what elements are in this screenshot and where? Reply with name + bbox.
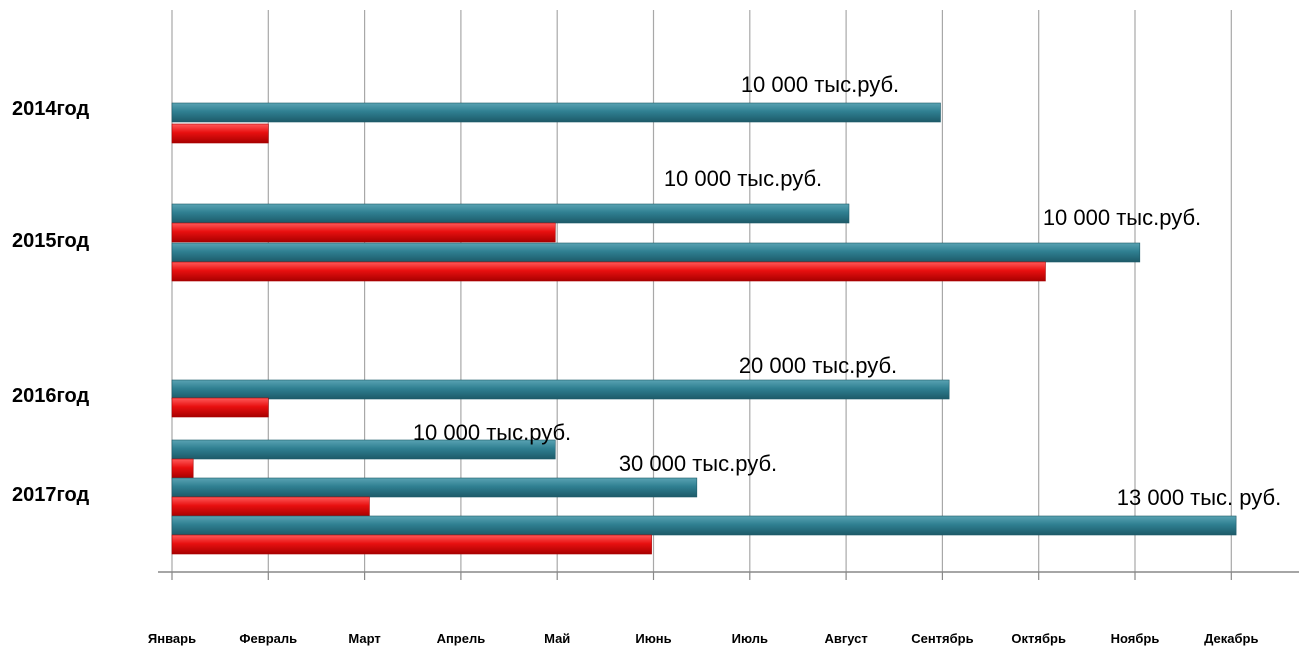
x-tick-label: Январь xyxy=(148,631,196,646)
x-tick-label: Сентябрь xyxy=(911,631,973,646)
bar-teal xyxy=(171,515,1237,536)
bar-teal xyxy=(171,477,698,498)
bar-teal xyxy=(171,439,556,460)
bar-teal xyxy=(171,203,850,224)
bar-red xyxy=(171,496,370,517)
x-tick-label: Июнь xyxy=(635,631,671,646)
y-group-label: 2014год xyxy=(12,98,90,120)
bar-red xyxy=(171,534,652,555)
data-label: 13 000 тыс. руб. xyxy=(1117,485,1281,510)
x-tick-label: Март xyxy=(348,631,380,646)
x-tick-label: Декабрь xyxy=(1204,631,1258,646)
data-label: 10 000 тыс.руб. xyxy=(1043,205,1201,230)
bar-red xyxy=(171,261,1046,282)
bar-teal xyxy=(171,242,1141,263)
y-group-label: 2015год xyxy=(12,230,90,252)
bars xyxy=(171,102,1237,555)
y-group-label: 2017год xyxy=(12,484,90,506)
data-label: 10 000 тыс.руб. xyxy=(741,72,899,97)
data-label: 20 000 тыс.руб. xyxy=(739,353,897,378)
bar-red xyxy=(171,458,194,479)
bar-teal xyxy=(171,379,950,400)
data-label: 30 000 тыс.руб. xyxy=(619,451,777,476)
x-tick-label: Август xyxy=(824,631,867,646)
bar-red xyxy=(171,222,556,243)
x-axis xyxy=(158,571,1299,580)
bar-red xyxy=(171,397,269,418)
x-tick-label: Июль xyxy=(732,631,768,646)
data-label: 10 000 тыс.руб. xyxy=(664,166,822,191)
x-tick-label: Ноябрь xyxy=(1111,631,1160,646)
bar-teal xyxy=(171,102,941,123)
x-tick-label: Февраль xyxy=(239,631,297,646)
labels: Январь Февраль Март Апрель Май Июнь Июль Август… xyxy=(12,72,1281,646)
x-tick-label: Апрель xyxy=(437,631,486,646)
y-group-label: 2016год xyxy=(12,385,90,407)
x-tick-label: Октябрь xyxy=(1011,631,1066,646)
bar-red xyxy=(171,123,269,144)
x-tick-label: Май xyxy=(544,631,570,646)
data-label: 10 000 тыс.руб. xyxy=(413,420,571,445)
